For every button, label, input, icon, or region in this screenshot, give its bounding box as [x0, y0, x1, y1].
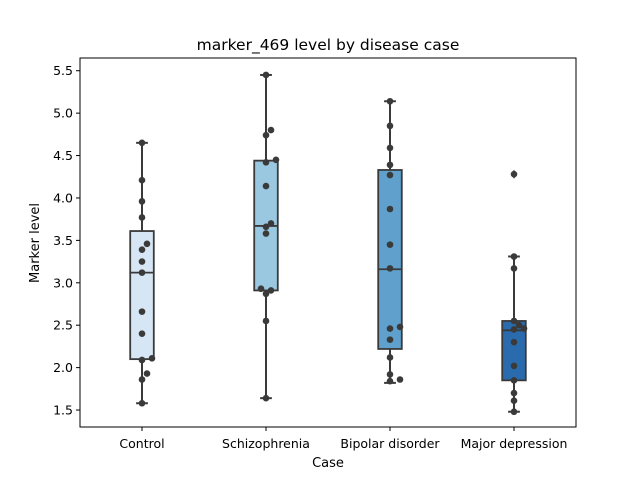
data-point — [138, 399, 146, 407]
data-point — [138, 214, 146, 221]
data-point — [510, 326, 518, 333]
y-tick-label: 5.0 — [53, 106, 73, 121]
data-point — [510, 362, 518, 370]
data-point — [272, 156, 280, 164]
data-point — [143, 240, 151, 248]
data-point — [262, 230, 270, 237]
data-point — [510, 397, 518, 405]
data-point — [138, 176, 146, 184]
data-point — [510, 377, 518, 384]
data-point — [510, 253, 518, 260]
data-point — [386, 97, 394, 105]
y-tick-label: 2.0 — [53, 360, 73, 375]
x-tick-label: Schizophrenia — [222, 436, 310, 451]
data-point — [510, 317, 518, 325]
y-tick-label: 2.5 — [53, 318, 73, 333]
data-point — [262, 223, 270, 231]
x-tick-label: Bipolar disorder — [340, 436, 440, 451]
data-point — [143, 370, 151, 377]
x-tick-label: Control — [119, 436, 164, 451]
data-point — [510, 389, 518, 397]
data-point — [138, 198, 146, 205]
data-point — [138, 139, 146, 147]
axes: 1.5 2.0 2.5 3.0 3.5 4.0 4.5 5.0 5.5 Control Schizo… — [53, 57, 577, 451]
data-point — [262, 290, 270, 298]
y-tick-label: 3.0 — [53, 275, 73, 290]
data-point — [138, 330, 146, 337]
data-point — [138, 308, 146, 315]
data-point — [396, 376, 404, 383]
plot-frame — [79, 57, 577, 428]
data-point — [138, 376, 146, 383]
y-tick-label: 1.5 — [53, 403, 73, 418]
box-2 — [377, 169, 403, 350]
data-point — [138, 246, 146, 254]
y-tick-label: 4.5 — [53, 148, 73, 163]
data-point — [386, 122, 394, 130]
x-tick-label: Major depression — [461, 436, 568, 451]
y-tick-label: 3.5 — [53, 233, 73, 248]
data-point — [257, 285, 265, 293]
data-point — [262, 182, 270, 190]
data-point — [262, 71, 270, 79]
data-point — [138, 356, 146, 364]
data-point — [510, 170, 518, 178]
data-point — [267, 220, 275, 227]
data-point — [267, 287, 275, 294]
data-point — [138, 258, 146, 265]
data-point — [510, 338, 518, 346]
data-point — [386, 336, 394, 343]
data-point — [510, 265, 518, 272]
data-point — [262, 131, 270, 139]
data-point — [267, 126, 275, 134]
data-point — [262, 317, 270, 325]
y-tick-label: 5.5 — [53, 63, 73, 78]
data-point — [386, 241, 394, 248]
data-point — [138, 269, 146, 276]
data-point — [386, 325, 394, 332]
data-point — [386, 161, 394, 169]
data-point — [262, 159, 270, 166]
y-tick-label: 4.0 — [53, 190, 73, 205]
data-point — [520, 325, 528, 332]
data-point — [386, 377, 394, 385]
data-point — [386, 171, 394, 179]
plot-area — [129, 71, 528, 416]
data-point — [396, 323, 404, 331]
data-point — [386, 354, 394, 361]
data-point — [262, 394, 270, 402]
data-point — [386, 205, 394, 213]
y-axis-title: Marker level — [28, 203, 43, 283]
chart-title: marker_469 level by disease case — [197, 36, 460, 55]
data-point — [386, 265, 394, 272]
data-point — [510, 408, 518, 416]
x-axis-title: Case — [312, 456, 344, 471]
data-point — [148, 354, 156, 362]
data-point — [386, 371, 394, 378]
data-point — [515, 321, 523, 329]
data-point — [386, 144, 394, 152]
